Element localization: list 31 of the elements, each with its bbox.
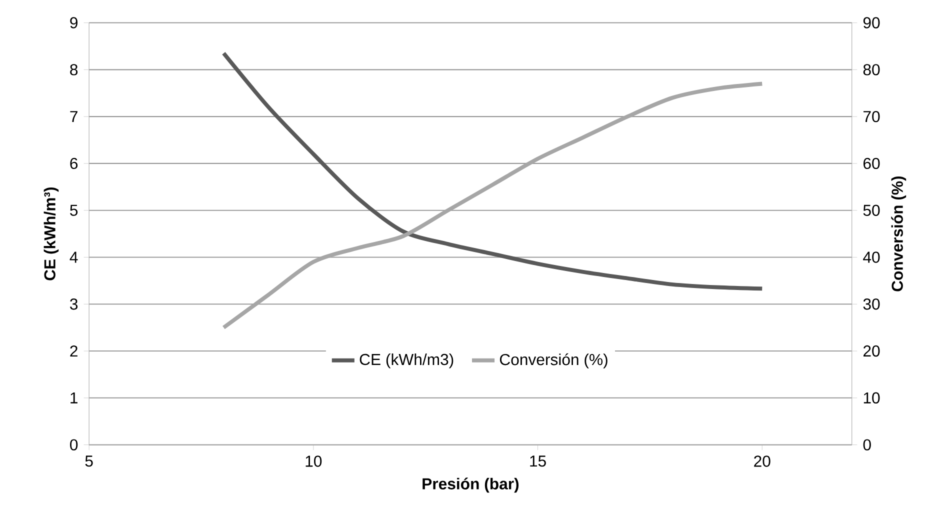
x-axis-title: Presión (bar)	[422, 478, 519, 493]
y-tick-label: 5	[70, 204, 78, 216]
x-tick-label: 10	[306, 456, 322, 467]
y-tick-label: 4	[70, 252, 78, 263]
y-axis-title: CE (kWh/m³)	[44, 187, 59, 280]
line-series	[222, 82, 764, 330]
y2-tick-label: 30	[863, 298, 880, 310]
legend-label: CE (kWh/m3)	[360, 353, 454, 368]
y-tick-label: 0	[70, 439, 78, 450]
x-tick-label: 5	[85, 456, 93, 467]
y2-tick-label: 50	[863, 204, 880, 216]
y2-tick-label: 70	[864, 110, 880, 122]
y2-tick-label: 90	[863, 17, 880, 28]
y-tick-label: 2	[70, 345, 78, 357]
y2-tick-label: 10	[864, 392, 880, 404]
y2-axis-title: Conversión (%)	[891, 176, 906, 292]
y2-tick-label: 40	[863, 252, 880, 263]
x-tick-label: 15	[530, 456, 546, 467]
y2-tick-label: 60	[864, 158, 880, 170]
y-tick-label: 1	[70, 392, 78, 404]
y-tick-label: 8	[70, 64, 78, 76]
y-tick-label: 3	[70, 298, 78, 310]
y-tick-label: 6	[70, 158, 78, 170]
y2-tick-label: 80	[863, 64, 880, 76]
line-series	[222, 51, 764, 291]
legend-label: Conversión (%)	[500, 353, 608, 368]
y-tick-label: 9	[70, 17, 78, 28]
x-tick-label: 20	[754, 456, 770, 467]
y-tick-label: 7	[70, 111, 78, 122]
y2-tick-label: 20	[863, 345, 880, 357]
y2-tick-label: 0	[863, 439, 871, 450]
